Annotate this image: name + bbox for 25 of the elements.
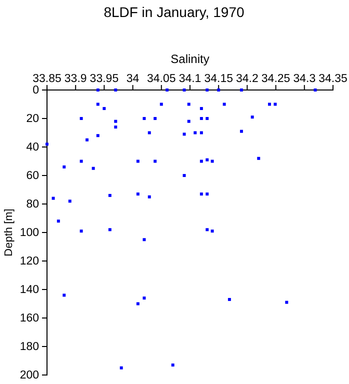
x-tick-label: 34.05 [147,73,176,85]
y-tick-label: 60 [26,170,39,182]
x-tick-label: 34.15 [204,73,233,85]
y-tick-label: 0 [32,84,39,97]
y-tick-label: 140 [20,284,39,296]
x-tick-label: 33.85 [32,73,62,85]
y-tick-label: 120 [20,256,39,268]
x-tick-label: 34 [126,73,140,85]
x-tick-label: 34.1 [178,73,202,85]
y-tick-label: 100 [20,227,39,240]
x-tick-label: 34.35 [318,73,348,85]
x-tick-label: 34.3 [293,73,316,85]
x-tick-label: 33.9 [64,73,87,85]
y-tick-label: 20 [26,113,39,126]
x-axis-title: Salinity [170,52,210,66]
y-tick-label: 40 [26,142,39,154]
y-tick-label: 180 [20,341,39,354]
y-axis-title: Depth [m] [3,208,15,256]
x-tick-label: 33.95 [90,73,119,85]
x-tick-label: 34.25 [261,73,290,85]
chart-title: 8LDF in January, 1970 [104,4,245,20]
y-tick-label: 160 [20,312,39,325]
y-tick-label: 200 [20,370,39,382]
x-tick-label: 34.2 [236,73,258,85]
y-tick-label: 80 [26,198,39,211]
